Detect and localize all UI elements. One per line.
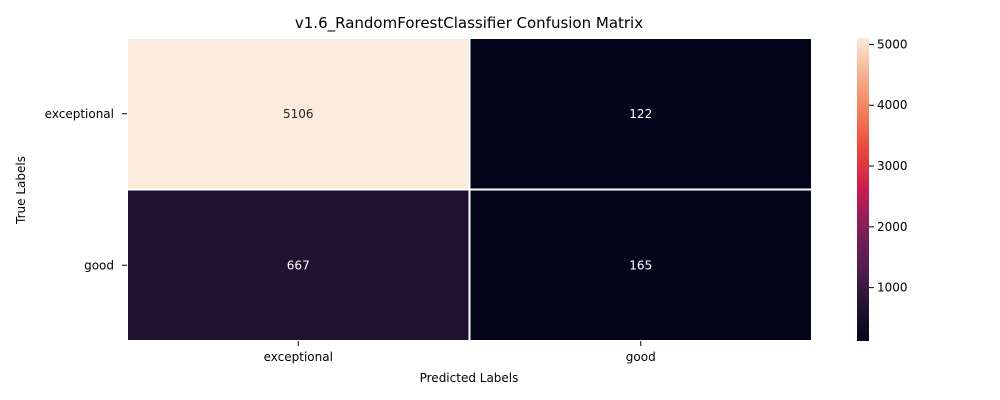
colorbar <box>857 38 869 341</box>
y-tick-label: good <box>84 258 114 272</box>
colorbar-tick-label: 2000 <box>877 220 908 234</box>
colorbar-ticks: 1000 2000 3000 4000 5000 <box>869 37 908 295</box>
x-tick-label: exceptional <box>264 350 333 364</box>
cell-value-label: 667 <box>287 258 310 272</box>
y-tick-label: exceptional <box>45 107 114 121</box>
colorbar-tick-label: 3000 <box>877 159 908 173</box>
heatmap-cells <box>126 37 813 342</box>
colorbar-tick-label: 5000 <box>877 37 908 51</box>
y-axis-label: True Labels <box>14 156 28 225</box>
heatmap-cell <box>126 37 471 191</box>
chart-title: v1.6_RandomForestClassifier Confusion Ma… <box>295 14 643 33</box>
heatmap-cell <box>468 188 813 342</box>
cell-value-label: 5106 <box>283 107 314 121</box>
x-axis-label: Predicted Labels <box>420 371 519 385</box>
y-axis-ticks: exceptional good <box>45 107 127 272</box>
heatmap-cell <box>468 37 813 191</box>
cell-value-label: 165 <box>629 258 652 272</box>
colorbar-tick-label: 4000 <box>877 98 908 112</box>
x-axis-ticks: exceptional good <box>264 341 656 364</box>
cell-annotations: 5106 122 667 165 <box>283 107 652 273</box>
x-tick-label: good <box>626 350 656 364</box>
cell-value-label: 122 <box>629 107 652 121</box>
heatmap-cell <box>126 188 471 342</box>
colorbar-tick-label: 1000 <box>877 281 908 295</box>
